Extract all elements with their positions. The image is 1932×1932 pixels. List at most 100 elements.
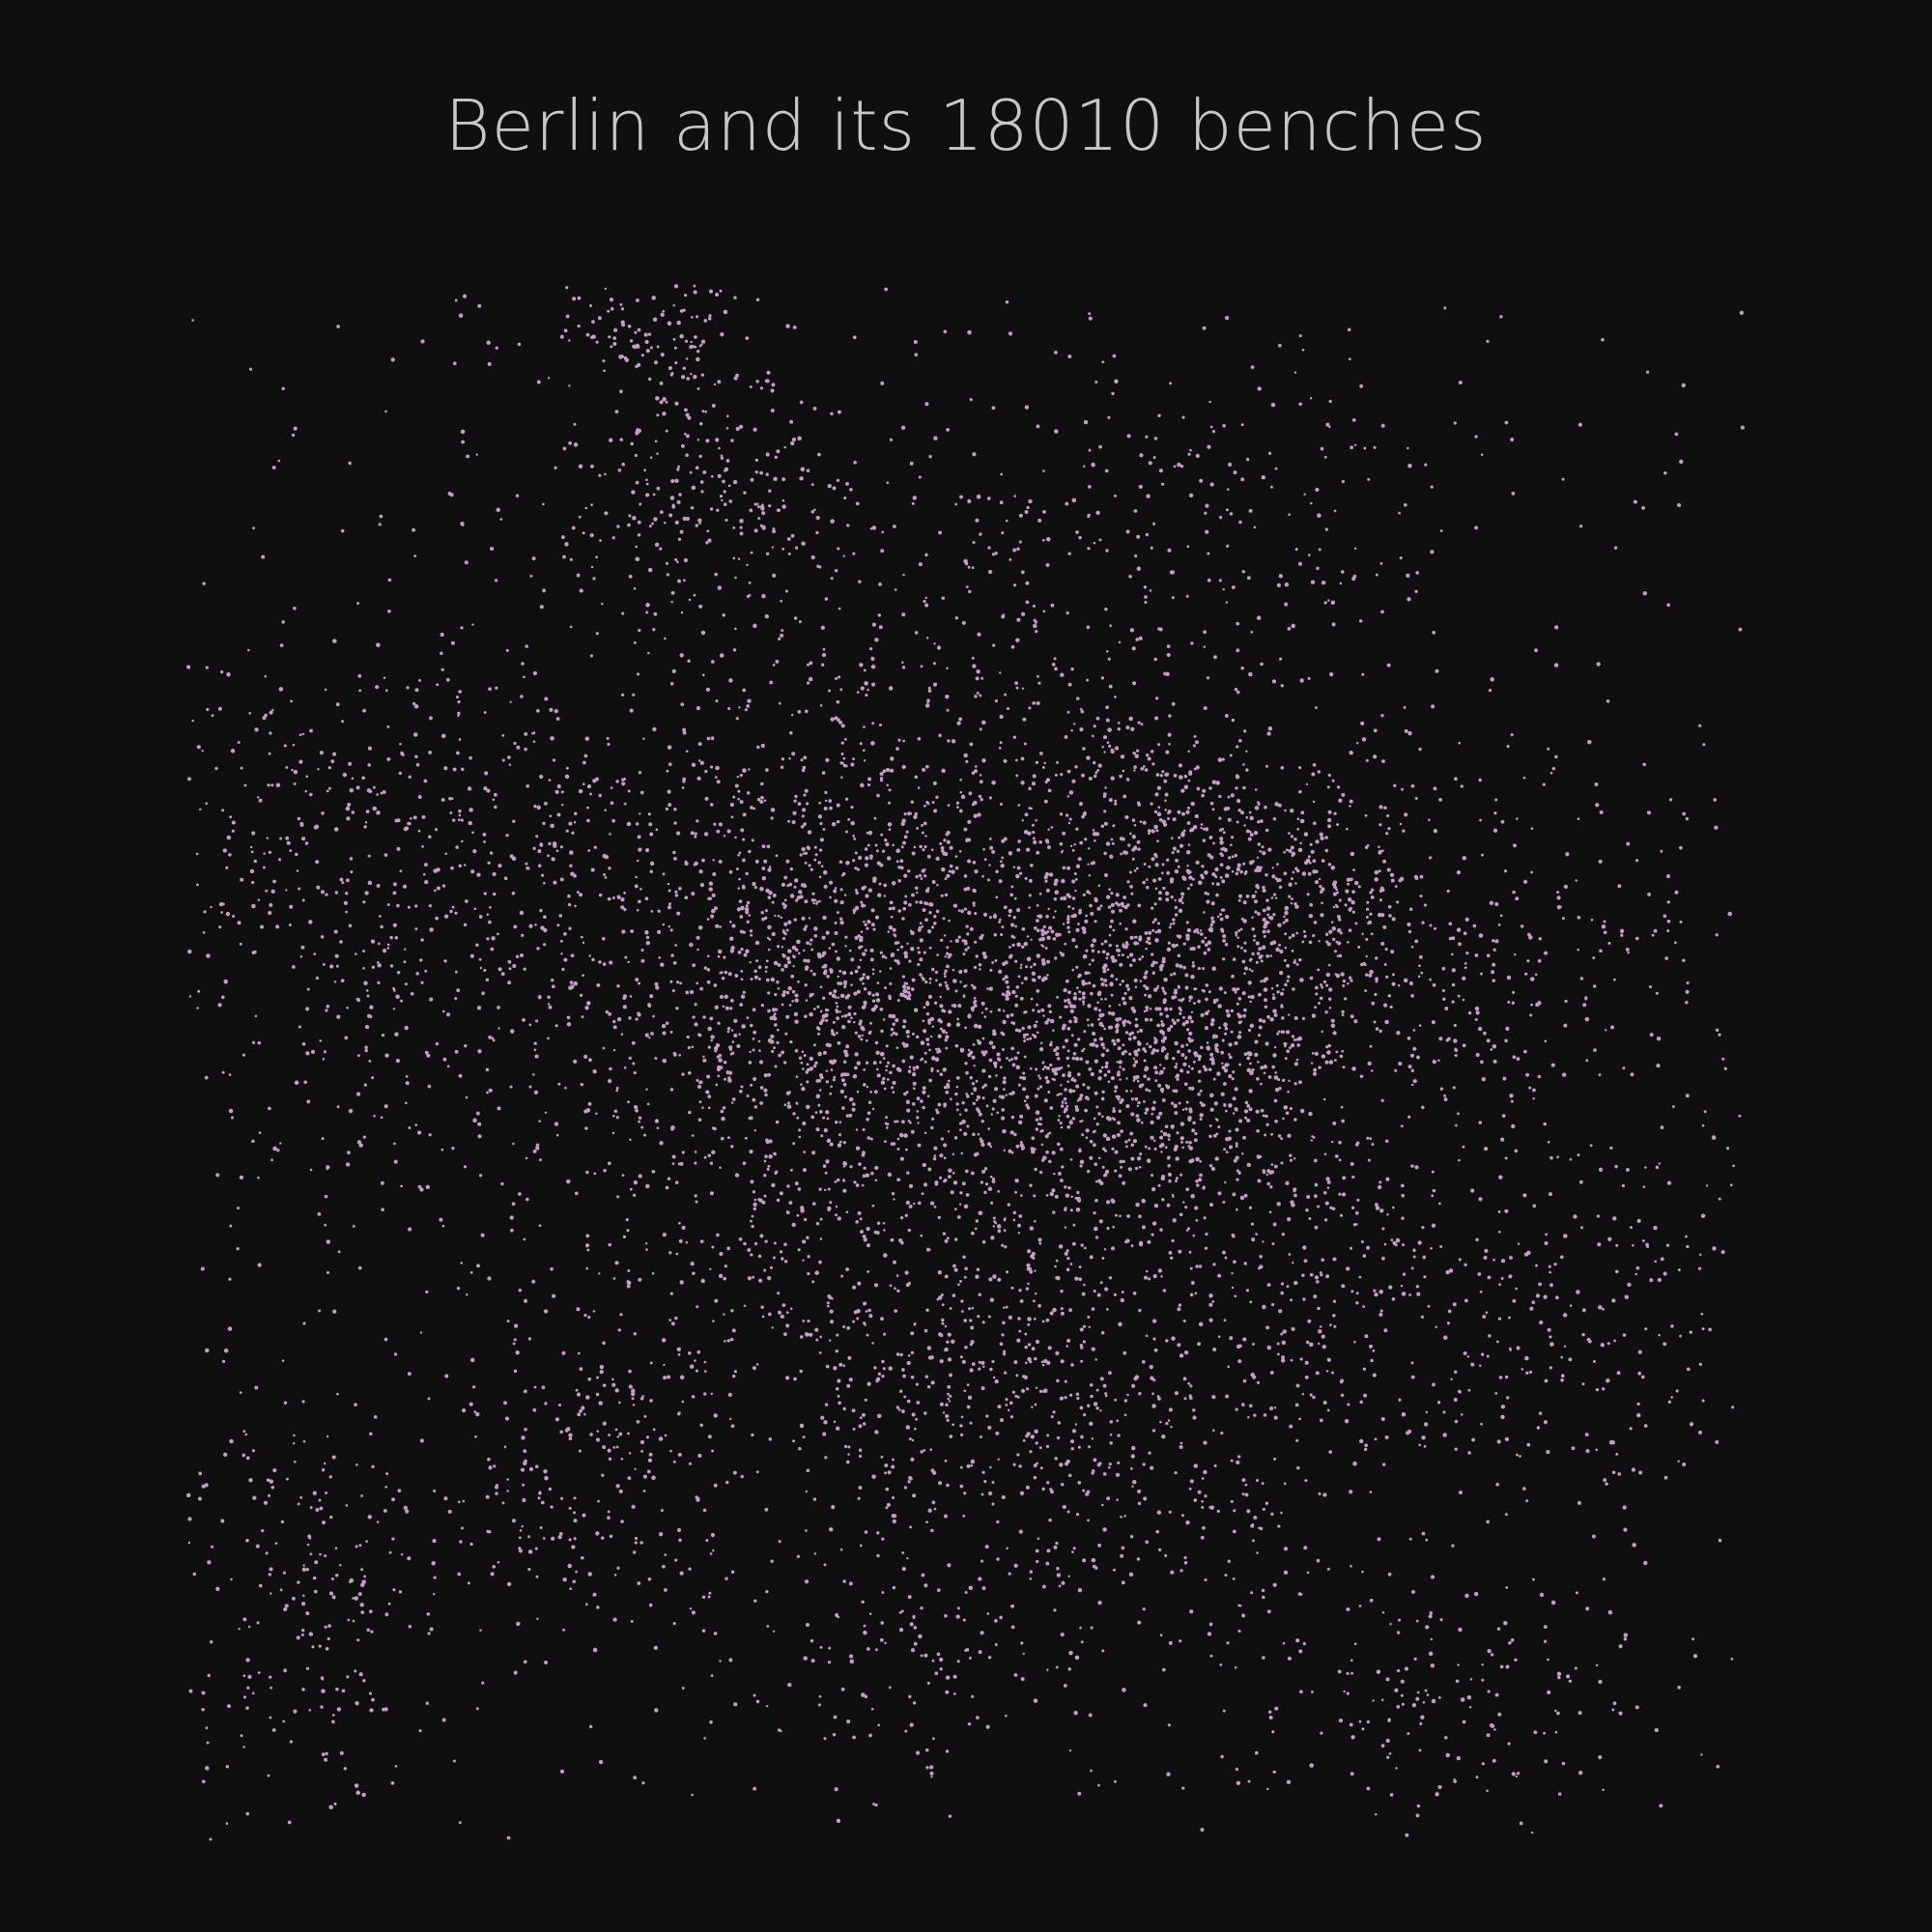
bench-dot xyxy=(969,1368,974,1373)
bench-dot xyxy=(910,1350,915,1354)
bench-dot xyxy=(818,1187,822,1191)
bench-dot xyxy=(1046,930,1050,933)
bench-dot xyxy=(1233,1260,1236,1264)
bench-dot xyxy=(1446,889,1450,894)
bench-dot xyxy=(1102,794,1107,799)
bench-dot xyxy=(1282,921,1286,924)
bench-dot xyxy=(1180,895,1184,899)
bench-dot xyxy=(658,956,662,959)
bench-dot xyxy=(717,1021,721,1025)
bench-dot xyxy=(1178,1101,1181,1105)
bench-dot xyxy=(1136,1156,1142,1161)
bench-dot xyxy=(988,796,992,800)
bench-dot xyxy=(1143,1100,1146,1103)
bench-dot xyxy=(570,953,575,958)
bench-dot xyxy=(781,946,784,949)
bench-dot xyxy=(626,821,632,827)
bench-dot xyxy=(491,1037,495,1040)
bench-dot xyxy=(945,983,949,988)
bench-dot xyxy=(637,533,641,537)
bench-dot xyxy=(899,1352,903,1357)
bench-dot xyxy=(895,1406,900,1409)
bench-dot xyxy=(1301,871,1307,876)
bench-dot xyxy=(1132,1009,1137,1013)
bench-dot xyxy=(887,801,892,805)
bench-dot xyxy=(1107,1025,1113,1030)
bench-dot xyxy=(978,1112,982,1117)
bench-dot xyxy=(919,973,923,977)
bench-dot xyxy=(1223,991,1227,995)
bench-dot xyxy=(541,1385,546,1390)
bench-dot xyxy=(1257,912,1261,916)
bench-dot xyxy=(765,978,770,982)
bench-dot xyxy=(1020,611,1026,616)
bench-dot xyxy=(1057,1172,1062,1176)
bench-dot xyxy=(905,1148,908,1151)
bench-dot xyxy=(1066,710,1070,714)
bench-dot xyxy=(1065,893,1070,897)
bench-dot xyxy=(1244,1116,1248,1120)
bench-dot xyxy=(1192,1234,1196,1237)
bench-dot xyxy=(1061,1026,1065,1031)
bench-dot xyxy=(862,1412,866,1417)
bench-dot xyxy=(324,1194,328,1199)
bench-dot xyxy=(1264,1041,1269,1046)
bench-dot xyxy=(1478,1121,1483,1124)
bench-dot xyxy=(859,977,864,981)
bench-dot xyxy=(860,783,865,788)
bench-dot xyxy=(1115,893,1120,897)
bench-dot xyxy=(883,1332,887,1336)
bench-dot xyxy=(1271,679,1277,684)
bench-dot xyxy=(1106,650,1109,653)
bench-dot xyxy=(1120,1165,1123,1169)
bench-dot xyxy=(1246,1051,1252,1056)
bench-dot xyxy=(1108,888,1112,892)
bench-dot xyxy=(740,1085,744,1089)
bench-dot xyxy=(1067,1001,1071,1005)
bench-dot xyxy=(1259,819,1264,823)
bench-dot xyxy=(1065,813,1069,817)
bench-dot xyxy=(696,1033,701,1037)
bench-dot xyxy=(848,1113,853,1118)
bench-dot xyxy=(834,569,838,573)
bench-dot xyxy=(1179,1173,1183,1177)
bench-dot xyxy=(1118,1174,1122,1179)
bench-dot xyxy=(1018,1464,1022,1468)
bench-dot xyxy=(1102,1046,1106,1050)
bench-dot xyxy=(1260,662,1264,667)
bench-dot xyxy=(1307,855,1311,859)
bench-dot xyxy=(751,838,754,842)
bench-dot xyxy=(832,1059,838,1064)
bench-dot xyxy=(1122,1067,1125,1071)
bench-dot xyxy=(883,883,888,888)
bench-dot xyxy=(1224,714,1229,718)
bench-dot xyxy=(1387,994,1391,998)
bench-dot xyxy=(761,1315,765,1319)
bench-dot xyxy=(638,847,642,852)
bench-dot xyxy=(803,793,807,797)
bench-dot xyxy=(1088,777,1093,781)
bench-dot xyxy=(735,373,739,378)
bench-dot xyxy=(1060,851,1064,854)
bench-dot xyxy=(1262,929,1266,934)
bench-dot xyxy=(1238,894,1243,898)
bench-dot xyxy=(759,1086,764,1090)
bench-dot xyxy=(1295,962,1299,966)
bench-dot xyxy=(638,981,641,985)
bench-dot xyxy=(1289,1153,1293,1157)
bench-dot xyxy=(612,1277,616,1280)
bench-dot xyxy=(1033,839,1037,845)
bench-dot xyxy=(1052,937,1057,941)
bench-dot xyxy=(1179,1212,1183,1217)
bench-dot xyxy=(1277,803,1282,808)
bench-dot xyxy=(1242,900,1247,905)
bench-dot xyxy=(987,1074,992,1079)
bench-dot xyxy=(1138,1084,1143,1089)
bench-dot xyxy=(1017,1029,1022,1033)
bench-dot xyxy=(1172,1089,1176,1093)
bench-dot xyxy=(1262,850,1266,856)
bench-dot xyxy=(1036,988,1040,993)
bench-dot xyxy=(1039,1466,1043,1470)
bench-dot xyxy=(662,1233,667,1237)
bench-dot xyxy=(1056,1573,1062,1577)
